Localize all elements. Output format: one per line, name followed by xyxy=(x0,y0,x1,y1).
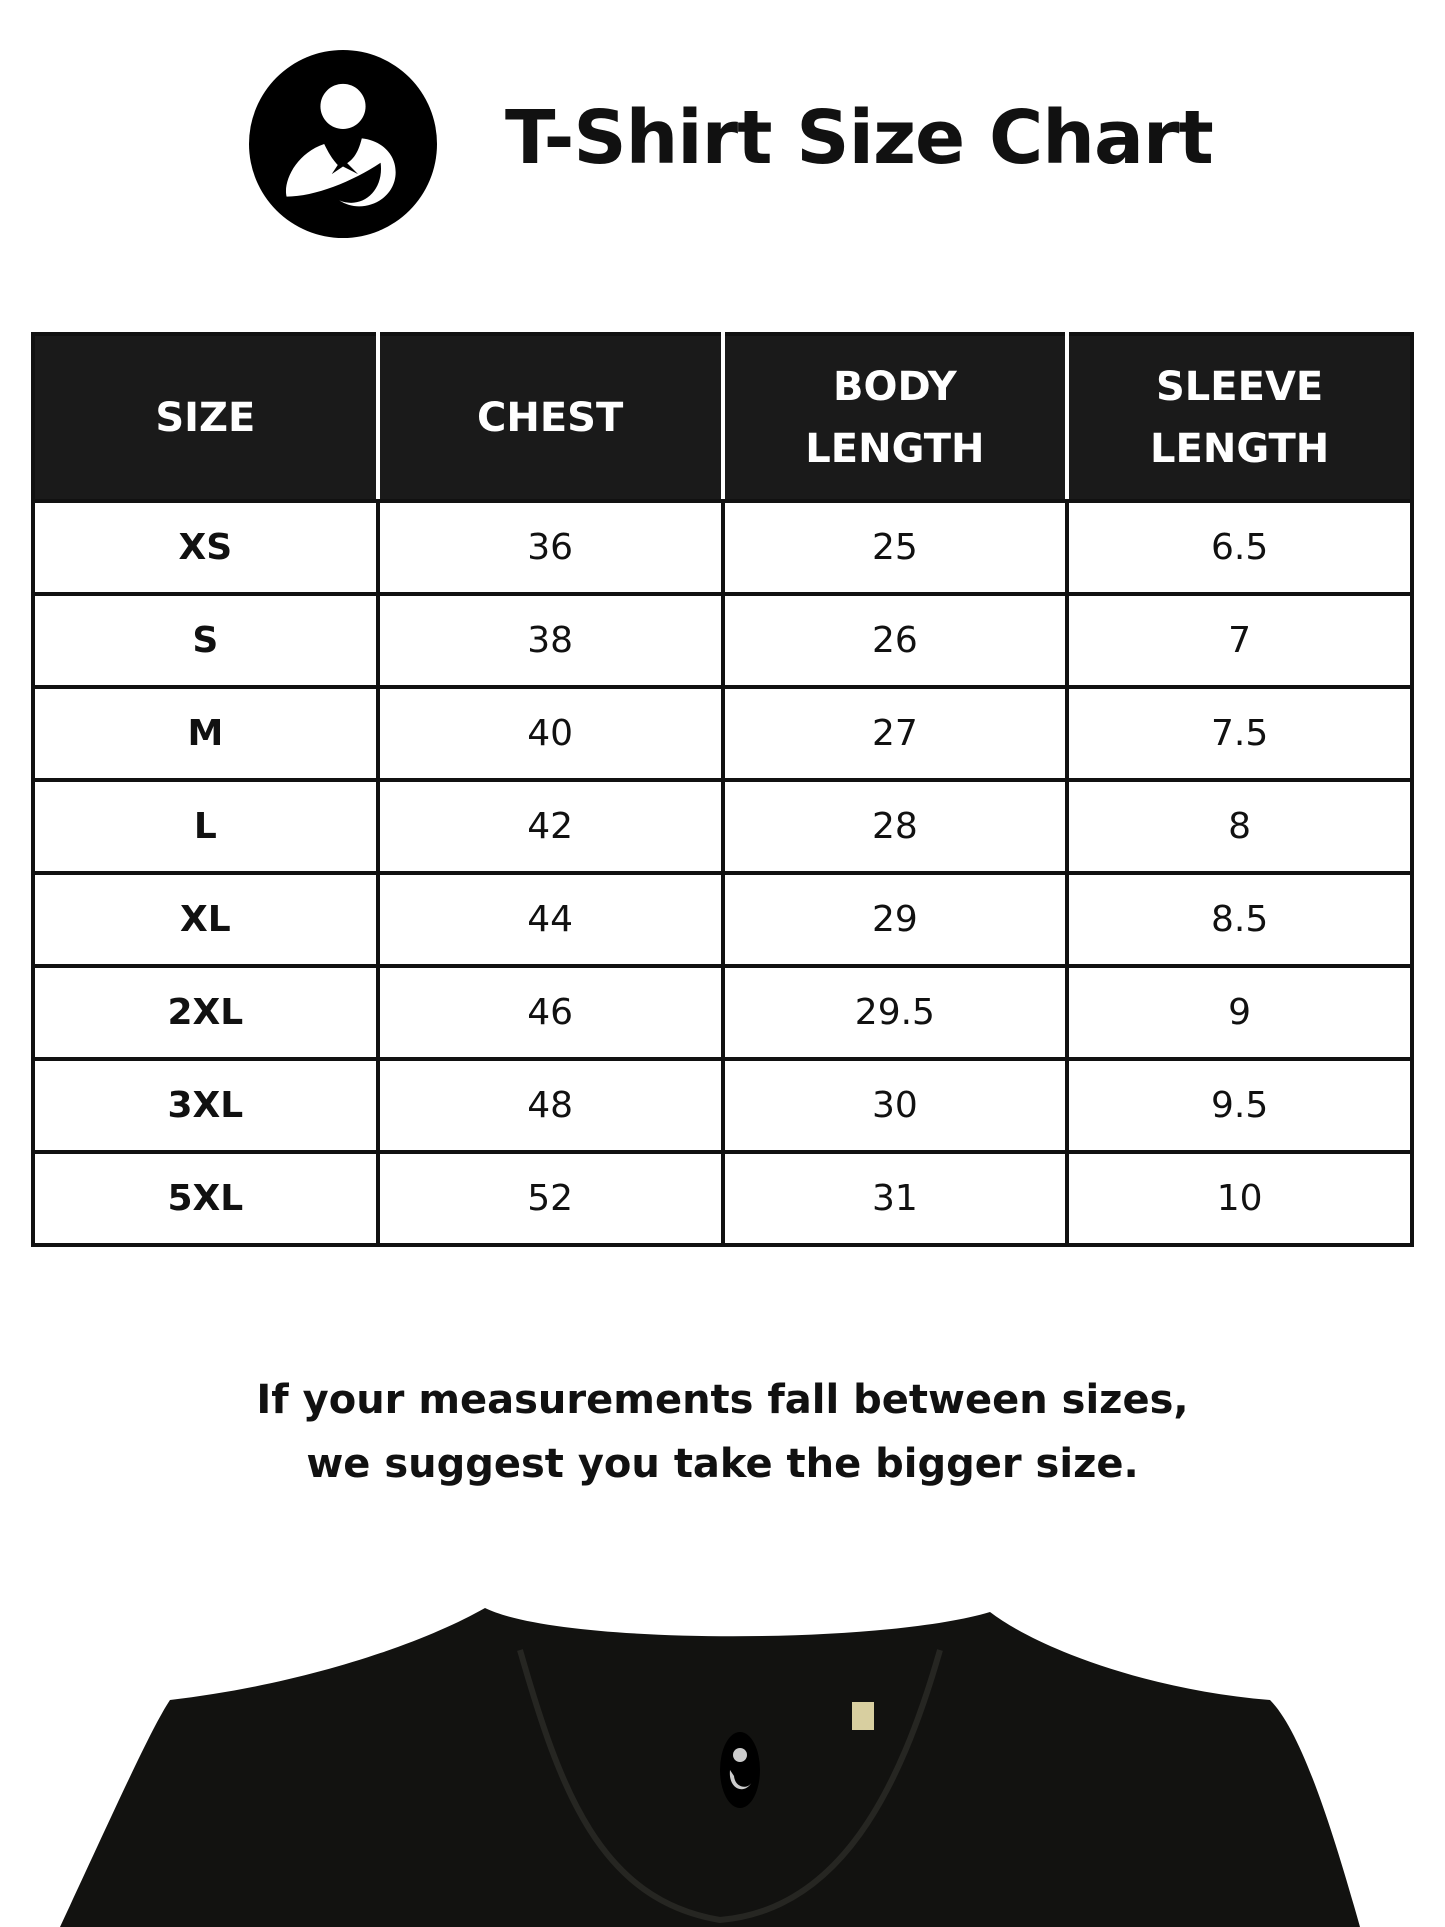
measurement-cell: 10 xyxy=(1065,1150,1414,1247)
size-cell: 5XL xyxy=(31,1150,380,1247)
page-title: T-Shirt Size Chart xyxy=(505,95,1214,181)
table-row: 5XL 52 31 10 xyxy=(31,1150,1414,1247)
size-cell: XL xyxy=(31,871,380,968)
measurement-cell: 28 xyxy=(720,778,1070,875)
measurement-cell: 7 xyxy=(1065,592,1414,689)
measurement-cell: 36 xyxy=(375,499,725,596)
note-line-1: If your measurements fall between sizes, xyxy=(256,1377,1189,1423)
brand-logo-icon xyxy=(249,50,437,238)
column-header: SIZE xyxy=(31,332,380,503)
measurement-cell: 9.5 xyxy=(1065,1057,1414,1154)
size-cell: XS xyxy=(31,499,380,596)
size-cell: L xyxy=(31,778,380,875)
measurement-cell: 27 xyxy=(720,685,1070,782)
measurement-cell: 52 xyxy=(375,1150,725,1247)
measurement-cell: 30 xyxy=(720,1057,1070,1154)
size-chart-table: SIZE CHEST BODY LENGTH SLEEVE LENGTH XS 36 25 6.… xyxy=(31,332,1414,1247)
measurement-cell: 29 xyxy=(720,871,1070,968)
measurement-cell: 29.5 xyxy=(720,964,1070,1061)
measurement-cell: 44 xyxy=(375,871,725,968)
measurement-cell: 25 xyxy=(720,499,1070,596)
measurement-cell: 38 xyxy=(375,592,725,689)
size-cell: 3XL xyxy=(31,1057,380,1154)
note-line-2: we suggest you take the bigger size. xyxy=(306,1441,1139,1487)
size-advice-note: If your measurements fall between sizes,… xyxy=(0,1368,1445,1496)
table-row: M 40 27 7.5 xyxy=(31,685,1414,782)
measurement-cell: 40 xyxy=(375,685,725,782)
table-row: 2XL 46 29.5 9 xyxy=(31,964,1414,1061)
table-row: L 42 28 8 xyxy=(31,778,1414,875)
table-row: S 38 26 7 xyxy=(31,592,1414,689)
measurement-cell: 7.5 xyxy=(1065,685,1414,782)
column-header: BODY LENGTH xyxy=(720,332,1070,503)
table-row: 3XL 48 30 9.5 xyxy=(31,1057,1414,1154)
measurement-cell: 8 xyxy=(1065,778,1414,875)
measurement-cell: 8.5 xyxy=(1065,871,1414,968)
measurement-cell: 48 xyxy=(375,1057,725,1154)
table-row: XS 36 25 6.5 xyxy=(31,499,1414,596)
measurement-cell: 26 xyxy=(720,592,1070,689)
size-cell: M xyxy=(31,685,380,782)
column-header: CHEST xyxy=(375,332,725,503)
measurement-cell: 9 xyxy=(1065,964,1414,1061)
column-header: SLEEVE LENGTH xyxy=(1065,332,1414,503)
measurement-cell: 46 xyxy=(375,964,725,1061)
measurement-cell: 31 xyxy=(720,1150,1070,1247)
measurement-cell: 42 xyxy=(375,778,725,875)
size-cell: S xyxy=(31,592,380,689)
tshirt-image xyxy=(60,1608,1360,1927)
table-row: XL 44 29 8.5 xyxy=(31,871,1414,968)
size-cell: 2XL xyxy=(31,964,380,1061)
measurement-cell: 6.5 xyxy=(1065,499,1414,596)
